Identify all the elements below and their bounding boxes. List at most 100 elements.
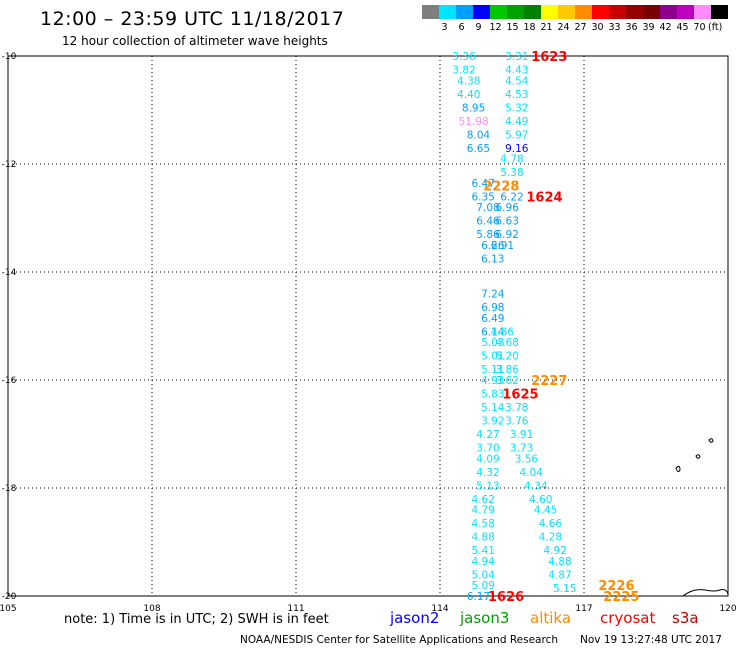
legend-swatch [473, 5, 490, 19]
legend-label: 3 [441, 22, 448, 33]
wave-height-value: 8.95 [462, 102, 485, 114]
legend-swatch [422, 5, 439, 19]
wave-height-value: 4.38 [457, 75, 480, 87]
satellite-s3a: s3a [672, 609, 699, 627]
legend-label: 21 [540, 22, 553, 33]
track-time-label: 1625 [502, 388, 538, 403]
wave-height-value: 4.43 [505, 65, 528, 77]
y-tick-label: -10 [2, 52, 17, 62]
y-tick-label: -12 [2, 160, 17, 170]
legend-swatch [541, 5, 558, 19]
wave-height-value: 5.97 [505, 129, 528, 141]
track-time-label: 1626 [488, 590, 524, 605]
wave-height-value: 3.62 [496, 375, 519, 387]
wave-height-value: 7.08 [476, 202, 499, 214]
wave-height-value: 6.22 [500, 191, 523, 203]
wave-height-value: 4.68 [496, 337, 519, 349]
legend-label: 18 [523, 22, 536, 33]
wave-height-value: 4.45 [534, 505, 557, 517]
wave-height-value: 4.66 [539, 518, 563, 530]
wave-height-value: 4.58 [472, 518, 495, 530]
y-tick-label: -20 [2, 592, 17, 602]
wave-height-value: 3.78 [505, 402, 528, 414]
legend-label: 6 [458, 22, 465, 33]
x-tick-label: 114 [431, 604, 448, 614]
wave-height-value: 6.46 [476, 216, 500, 228]
wave-height-value: 5.83 [481, 389, 504, 401]
wave-height-value: 9.16 [505, 143, 529, 155]
wave-height-value: 4.86 [491, 326, 515, 338]
legend-label: 36 [625, 22, 638, 33]
wave-height-value: 4.93 [481, 375, 504, 387]
island-outline [675, 465, 681, 473]
wave-height-value: 4.62 [472, 494, 495, 506]
wave-height-value: 5.13 [476, 480, 499, 492]
wave-height-value: 4.92 [544, 545, 567, 557]
track-time-label: 1623 [531, 50, 567, 65]
wave-height-value: 4.49 [505, 116, 528, 128]
wave-height-value: 6.26 [481, 240, 505, 252]
legend-swatch [660, 5, 677, 19]
wave-height-value: 5.01 [481, 351, 504, 363]
wave-height-value: 3.70 [476, 443, 499, 455]
wave-height-value: 4.87 [548, 569, 571, 581]
legend-swatch [439, 5, 456, 19]
wave-height-value: 4.53 [505, 89, 528, 101]
legend-swatch [507, 5, 524, 19]
wave-height-value: 5.15 [553, 583, 576, 595]
legend-unit: (ft) [708, 22, 723, 33]
wave-height-value: 4.60 [529, 494, 552, 506]
track-time-label: 2225 [603, 590, 639, 605]
wave-height-value: 3.92 [481, 416, 504, 428]
y-tick-label: -18 [2, 484, 17, 494]
wave-height-value: 6.63 [496, 216, 519, 228]
wave-height-value: 3.73 [510, 443, 533, 455]
y-tick-label: -14 [2, 268, 17, 278]
satellite-jason3: jason3 [460, 609, 510, 627]
legend-label: 70 [693, 22, 706, 33]
wave-height-value: 4.40 [457, 89, 480, 101]
x-tick-label: 108 [143, 604, 160, 614]
track-time-label: 1624 [526, 190, 562, 205]
track-time-label: 2226 [598, 579, 634, 594]
wave-height-value: 8.04 [467, 129, 491, 141]
wave-height-value: 6.13 [481, 254, 504, 266]
wave-height-value: 4.88 [548, 556, 571, 568]
legend-swatch [609, 5, 626, 19]
y-tick-label: -16 [2, 376, 17, 386]
wave-height-value: 6.17 [467, 591, 490, 603]
wave-height-value: 4.79 [472, 505, 495, 517]
legend-swatch [643, 5, 660, 19]
wave-height-value: 4.88 [472, 532, 495, 544]
legend-swatch [677, 5, 694, 19]
wave-height-value: 51.98 [459, 116, 489, 128]
legend-swatch [592, 5, 609, 19]
wave-height-value: 6.91 [491, 240, 514, 252]
legend-swatch [524, 5, 541, 19]
legend-swatch [456, 5, 473, 19]
coastline [682, 589, 729, 597]
wave-height-value: 5.38 [500, 167, 523, 179]
wave-height-value: 4.28 [539, 532, 562, 544]
legend-label: 27 [574, 22, 587, 33]
wave-height-value: 4.27 [476, 429, 499, 441]
wave-height-value: 3.82 [452, 65, 475, 77]
wave-height-value: 5.11 [481, 364, 504, 376]
map-title: 12:00 – 23:59 UTC 11/18/2017 [40, 8, 345, 30]
satellite-cryosat: cryosat [600, 609, 656, 627]
x-tick-label: 105 [0, 604, 17, 614]
wave-height-value: 4.09 [476, 453, 499, 465]
satellite-jason2: jason2 [390, 609, 440, 627]
wave-height-value: 3.36 [452, 51, 476, 63]
legend-swatch [626, 5, 643, 19]
island-outline [695, 454, 701, 459]
satellite-altika: altika [530, 609, 572, 627]
map-subtitle: 12 hour collection of altimeter wave hei… [62, 34, 328, 48]
wave-height-value: 5.41 [472, 545, 495, 557]
x-tick-label: 111 [287, 604, 304, 614]
wave-height-value: 5.09 [472, 580, 495, 592]
legend-label: 33 [608, 22, 621, 33]
wave-height-value: 5.32 [505, 102, 528, 114]
island-outline [708, 438, 714, 443]
wave-height-value: 5.86 [476, 229, 500, 241]
